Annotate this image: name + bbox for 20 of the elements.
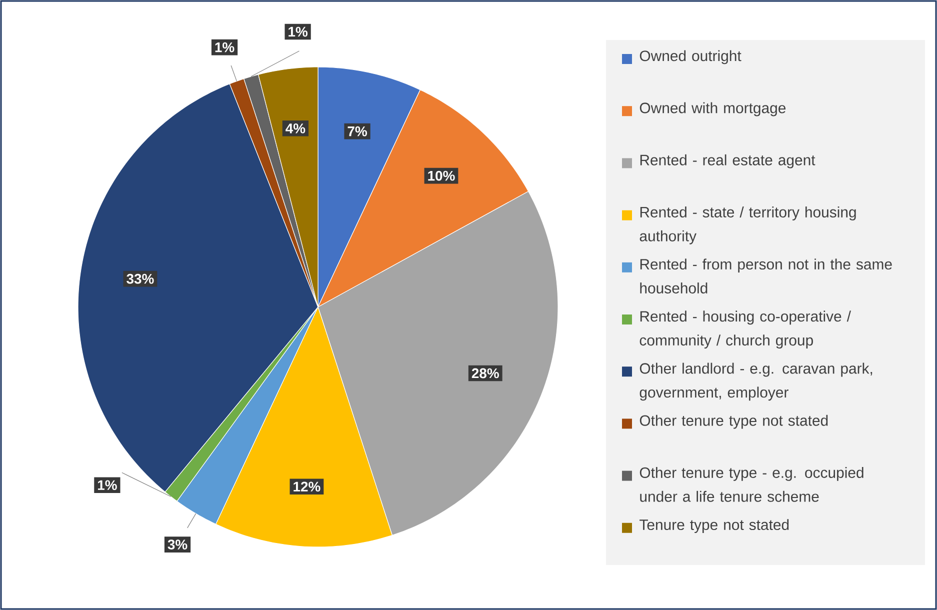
legend-label: Rented - housing co-operative / community / church group <box>640 310 851 349</box>
data-label: 4% <box>286 123 306 134</box>
legend-label: Tenure type not stated <box>640 519 789 534</box>
legend-label: Rented - from person not in the same household <box>640 258 892 294</box>
data-label: 1% <box>98 480 117 490</box>
data-label: 3% <box>168 540 188 550</box>
data-label: 12% <box>294 482 320 492</box>
legend-label: Rented - state / territory housing authority <box>640 206 856 244</box>
legend-label: Other landlord - e.g. caravan park, government, employer <box>640 362 872 401</box>
legend-label: Owned outright <box>640 50 742 64</box>
data-label: 1% <box>288 26 308 37</box>
data-label: 7% <box>348 126 367 136</box>
data-label: 28% <box>472 368 499 378</box>
legend-label: Other tenure type not stated <box>640 414 828 429</box>
legend-label: Other tenure type - e.g. occupied under a life tenure scheme <box>640 466 864 502</box>
legend-label: Rented - real estate agent <box>640 154 816 168</box>
data-label: 1% <box>215 42 234 52</box>
data-label: 33% <box>126 274 154 284</box>
legend-label: Owned with mortgage <box>640 102 786 116</box>
data-label: 10% <box>428 170 455 181</box>
